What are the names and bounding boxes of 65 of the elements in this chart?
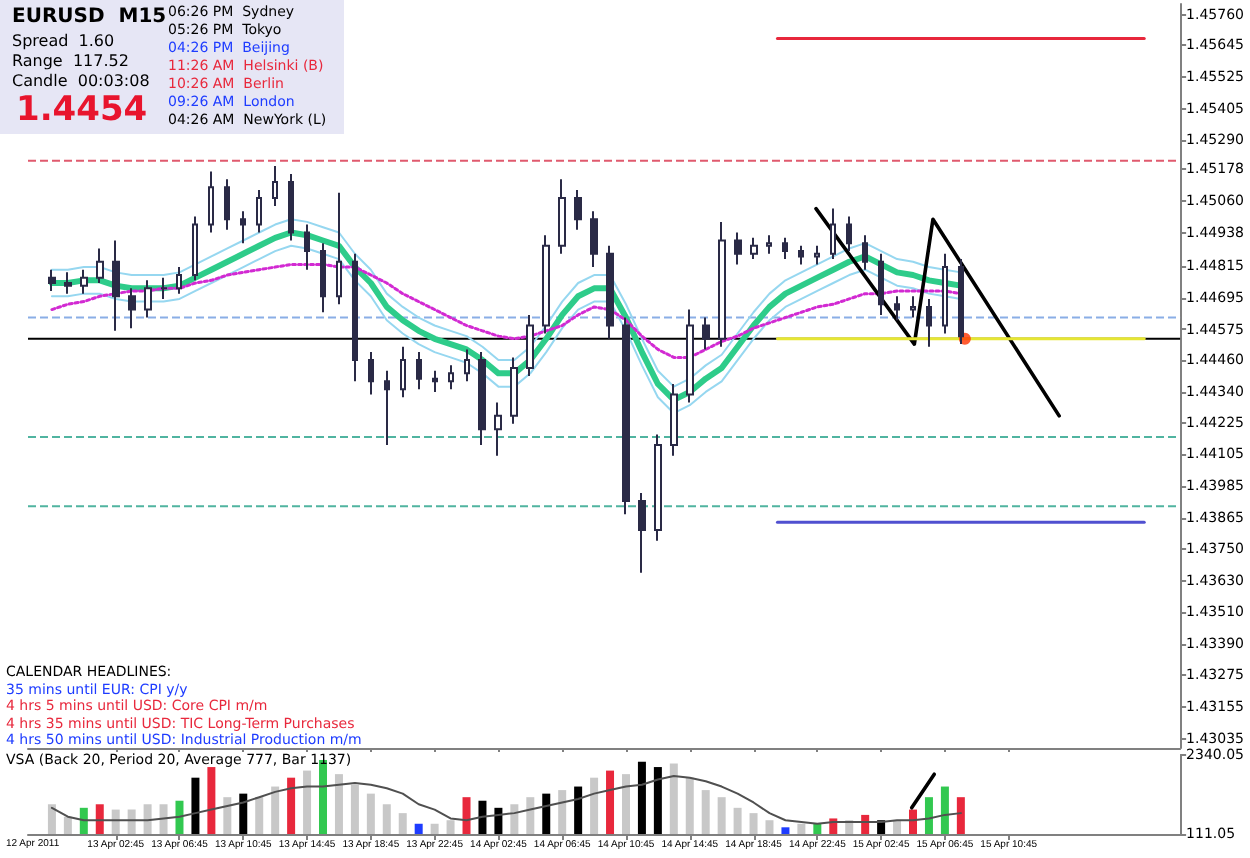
candlestick [288,173,294,242]
candlestick [734,231,742,266]
candlestick [574,189,582,231]
candlestick [478,351,486,447]
candlestick [384,369,390,447]
candlestick [176,266,182,295]
candlestick [782,236,788,261]
annotation: Spread 1.60 [12,32,115,50]
candlestick [320,242,326,314]
candlestick [400,345,406,399]
candlestick [894,295,900,322]
candlestick [814,244,820,266]
candlestick [160,276,168,300]
candlestick [96,247,104,284]
candlestick [526,313,534,377]
annotation: Range 117.52 [12,52,129,70]
candlestick [352,252,358,383]
candlestick [494,401,502,457]
candlestick [304,223,310,271]
candlestick [256,189,262,234]
candlestick [510,356,518,425]
candlestick [910,295,916,319]
candlestick [750,236,758,261]
annotation: Candle 00:03:08 [12,72,150,90]
candlestick [942,252,948,335]
candlestick [464,348,470,383]
candlestick [798,244,804,266]
candlestick [846,215,852,253]
line-series [50,262,963,359]
candlestick [224,178,230,231]
candlestick [272,165,278,207]
annotation: EURUSD M15 [12,6,167,28]
candlestick [112,239,120,332]
candlestick [766,234,772,255]
candlestick [862,234,868,271]
candlestick [606,244,614,340]
annotation: 1.4454 [16,90,148,130]
candlestick [192,215,198,282]
candlestick [336,191,342,306]
candlestick [48,268,56,292]
candlestick [144,279,152,319]
candlestick [926,297,932,348]
candlestick [590,210,598,269]
candlestick [830,207,836,261]
candlestick [416,351,422,391]
candlestick [128,287,136,330]
candlestick [958,258,964,346]
candlestick [80,268,88,295]
candlestick [654,433,662,542]
candlestick [240,210,246,245]
candlestick [686,308,694,404]
candlestick [558,178,566,255]
candlestick [718,220,726,348]
line-series [50,774,962,825]
candlestick [64,271,72,295]
candlestick [878,252,884,316]
candlestick [448,364,454,391]
candlestick [638,491,646,574]
candlestick [702,316,710,351]
candlestick [208,170,214,234]
candlestick [670,382,678,457]
candlestick [622,316,630,516]
candlestick [542,234,550,335]
candlestick [432,369,438,393]
candlestick [368,351,374,396]
